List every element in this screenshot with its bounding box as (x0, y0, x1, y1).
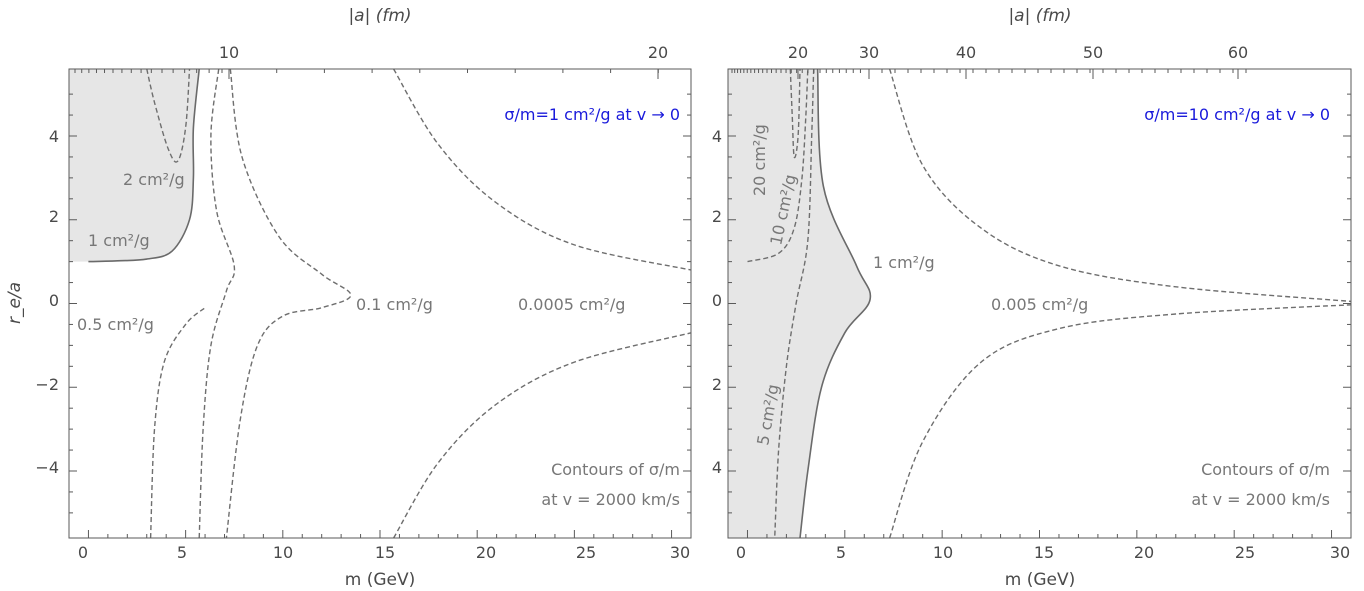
right-xtick-label: 0 (736, 543, 746, 562)
left-ytick-label: 0 (49, 291, 59, 310)
left-contour-label-1: 1 cm²/g (88, 231, 150, 250)
right-xtick-label: 15 (1034, 543, 1054, 562)
left-contour-label-01: 0.1 cm²/g (356, 295, 433, 314)
left-y-axis-label: r_e/a (5, 282, 25, 324)
right-annotation-line2: at v = 2000 km/s (1191, 490, 1330, 509)
left-ytick-label: 2 (49, 207, 59, 226)
right-contour-label-20: 20 cm²/g (750, 124, 769, 196)
left-x-axis-label: m (GeV) (345, 570, 416, 590)
left-frame (68, 68, 692, 539)
right-title: σ/m=10 cm²/g at v → 0 (1144, 105, 1330, 124)
left-title: σ/m=1 cm²/g at v → 0 (504, 105, 680, 124)
left-xtick-label: 0 (78, 543, 88, 562)
right-shaded-region (728, 69, 871, 538)
left-shaded-region (69, 69, 200, 262)
right-contour-label-0005: 0.005 cm²/g (991, 295, 1088, 314)
right-ytick-label: 2 (712, 207, 722, 226)
contour-line (88, 68, 200, 263)
left-ytick-label: 4 (49, 127, 59, 146)
left-contour-label-05: 0.5 cm²/g (77, 315, 154, 334)
right-top-tick-label: 40 (956, 43, 976, 62)
contour-line (149, 307, 206, 539)
right-contours (747, 68, 1352, 539)
right-xtick-label: 30 (1330, 543, 1350, 562)
right-contour-label-1: 1 cm²/g (873, 253, 935, 272)
shaded-region-fill (69, 69, 200, 262)
contour-line (225, 68, 352, 539)
right-ytick-label: 2 (712, 375, 722, 394)
right-xtick-label: 20 (1134, 543, 1154, 562)
contour-line (392, 68, 692, 271)
left-contour-label-00005: 0.0005 cm²/g (518, 295, 625, 314)
left-contours (88, 68, 692, 539)
right-top-tick-label: 50 (1083, 43, 1103, 62)
right-annotation-line1: Contours of σ/m (1201, 460, 1330, 479)
left-panel: 0 5 10 15 20 25 30 4 2 0 −2 −4 10 20 |a|… (5, 6, 692, 590)
right-top-tick-label: 20 (788, 43, 808, 62)
left-top-axis-label: |a| (fm) (348, 6, 411, 26)
shaded-region-fill (728, 69, 871, 538)
left-xtick-label: 10 (273, 543, 293, 562)
right-ticks (728, 69, 1351, 538)
left-xtick-label: 5 (177, 543, 187, 562)
right-top-axis-label: |a| (fm) (1008, 6, 1071, 26)
left-annotation-line1: Contours of σ/m (551, 460, 680, 479)
contour-line (799, 68, 872, 539)
right-ytick-label: 4 (712, 458, 722, 477)
right-ytick-label: 4 (712, 127, 722, 146)
right-x-axis-label: m (GeV) (1005, 570, 1076, 590)
contour-line (774, 68, 815, 539)
left-xtick-label: 25 (576, 543, 596, 562)
right-xtick-label: 25 (1235, 543, 1255, 562)
right-xtick-label: 5 (836, 543, 846, 562)
right-ytick-label: 0 (712, 291, 722, 310)
contour-line (392, 332, 692, 539)
contour-line (198, 68, 236, 539)
contour-line (146, 68, 191, 163)
left-top-tick-label: 20 (648, 43, 668, 62)
left-top-tick-label: 10 (219, 43, 239, 62)
contour-line (789, 68, 801, 159)
left-xtick-label: 20 (476, 543, 496, 562)
left-ytick-label: −2 (35, 375, 59, 394)
right-top-tick-label: 30 (859, 43, 879, 62)
contour-line (888, 68, 1352, 303)
right-panel: 0 5 10 15 20 25 30 4 2 0 2 4 20 30 40 50… (712, 6, 1352, 590)
left-contour-label-2: 2 cm²/g (123, 170, 185, 189)
left-xtick-label: 30 (670, 543, 690, 562)
right-top-tick-label: 60 (1228, 43, 1248, 62)
right-frame (727, 68, 1352, 539)
left-ticks (69, 69, 691, 538)
left-annotation-line2: at v = 2000 km/s (541, 490, 680, 509)
right-xtick-label: 10 (933, 543, 953, 562)
left-ytick-label: −4 (35, 458, 59, 477)
left-xtick-label: 15 (375, 543, 395, 562)
